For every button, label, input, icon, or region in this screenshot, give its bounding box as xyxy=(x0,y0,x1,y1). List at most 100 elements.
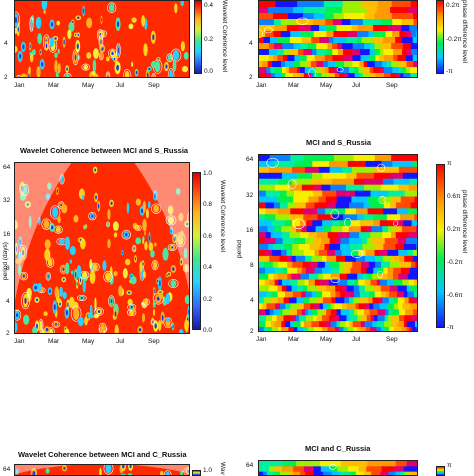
phase-band xyxy=(357,214,364,220)
phase-band xyxy=(259,1,276,8)
phase-band xyxy=(272,220,286,226)
coherence-blob xyxy=(82,272,87,278)
phase-band xyxy=(373,31,386,38)
coherence-blob xyxy=(141,15,145,27)
phase-band xyxy=(281,327,289,332)
coherence-blob xyxy=(52,207,58,218)
coherence-heatmap-s-russia xyxy=(14,162,190,334)
phase-band xyxy=(384,202,391,208)
phase-band xyxy=(379,250,388,256)
coherence-core xyxy=(94,168,96,171)
phase-band xyxy=(405,309,413,315)
y-axis-label: period xyxy=(236,240,243,258)
y-tick-label: 32 xyxy=(3,197,10,204)
x-tick-label: Jul xyxy=(352,336,360,343)
phase-band xyxy=(259,250,265,256)
phase-band xyxy=(370,327,377,332)
coherence-core xyxy=(139,328,142,331)
phase-band xyxy=(280,303,286,309)
phase-band xyxy=(283,55,288,62)
phase-band xyxy=(350,19,363,26)
phase-band xyxy=(259,466,270,472)
phase-band xyxy=(342,19,351,26)
phase-band xyxy=(400,262,412,268)
coherence-blob xyxy=(131,17,136,23)
phase-band xyxy=(292,179,312,185)
x-tick-label: Jan xyxy=(14,82,24,89)
phase-band xyxy=(269,55,274,62)
phase-band xyxy=(308,232,317,238)
coherence-core xyxy=(46,44,47,48)
phase-band xyxy=(384,73,391,78)
phase-band xyxy=(296,315,300,321)
phase-band xyxy=(278,262,287,268)
phase-band xyxy=(329,315,335,321)
phase-colorbar-s-russia xyxy=(436,164,445,328)
phase-band xyxy=(392,309,400,315)
chart-title: Wavelet Coherence between MCI and C_Russ… xyxy=(18,450,187,459)
coherence-blob xyxy=(148,201,151,208)
phase-band xyxy=(367,61,375,68)
coherence-blob xyxy=(113,271,117,276)
phase-band xyxy=(354,179,364,185)
phase-band xyxy=(331,321,337,327)
coherence-core xyxy=(154,289,155,293)
phase-band xyxy=(361,321,365,327)
coherence-blob xyxy=(37,283,42,291)
phase-band xyxy=(360,291,369,297)
phase-band xyxy=(412,327,417,332)
phase-band xyxy=(312,291,316,297)
phase-band xyxy=(387,61,392,68)
colorbar-tick-label: -0.6π xyxy=(447,292,463,299)
coherence-blob xyxy=(146,208,149,218)
phase-band xyxy=(281,61,285,68)
phase-band xyxy=(272,250,281,256)
phase-band xyxy=(388,250,399,256)
phase-band xyxy=(394,179,411,185)
phase-band xyxy=(398,303,403,309)
phase-band xyxy=(317,309,323,315)
phase-band xyxy=(297,280,305,286)
coherence-blob xyxy=(57,49,59,54)
colorbar-tick-label: -π xyxy=(446,68,453,75)
phase-band xyxy=(318,274,323,280)
coherence-core xyxy=(166,274,167,276)
phase-band xyxy=(326,31,334,38)
coherence-heatmap-svg-c-russia xyxy=(15,465,190,476)
phase-band xyxy=(294,55,299,62)
coherence-blob xyxy=(44,10,46,14)
phase-band xyxy=(259,202,266,208)
phase-band xyxy=(326,7,343,14)
phase-band xyxy=(413,37,418,44)
phase-band xyxy=(259,19,274,26)
phase-band xyxy=(382,466,395,472)
phase-band xyxy=(390,173,404,179)
coherence-blob xyxy=(150,250,155,258)
phase-band xyxy=(393,49,402,56)
phase-band xyxy=(299,315,306,321)
phase-band xyxy=(415,262,418,268)
phase-band xyxy=(394,466,405,472)
coherence-core xyxy=(83,8,84,13)
coherence-blob xyxy=(83,64,88,69)
phase-band xyxy=(319,197,327,203)
phase-band xyxy=(342,303,347,309)
phase-band xyxy=(360,220,374,226)
phase-band xyxy=(278,327,281,332)
phase-band xyxy=(293,7,304,14)
phase-band xyxy=(294,191,314,197)
phase-band xyxy=(328,303,332,309)
phase-band xyxy=(374,49,380,56)
phase-band xyxy=(259,67,267,74)
phase-band xyxy=(398,250,408,256)
x-tick-label: May xyxy=(320,82,332,89)
phase-band xyxy=(272,327,279,332)
x-tick-label: May xyxy=(82,82,94,89)
phase-band xyxy=(278,291,286,297)
x-tick-label: May xyxy=(320,336,332,343)
phase-band xyxy=(319,37,329,44)
coherence-core xyxy=(159,280,161,286)
phase-band xyxy=(270,309,274,315)
phase-band xyxy=(311,321,319,327)
phase-band xyxy=(404,291,408,297)
